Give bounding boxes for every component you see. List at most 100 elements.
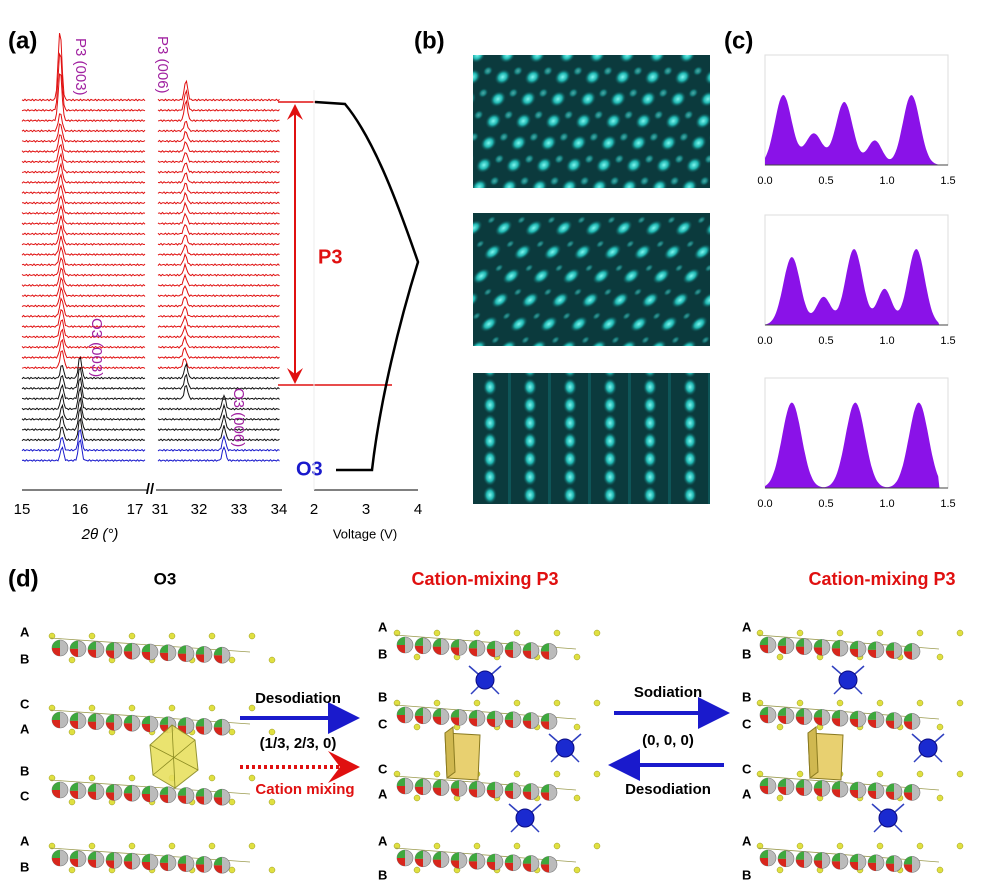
- oxygen: [937, 795, 943, 801]
- stacking-label: A: [378, 833, 388, 848]
- atom-part: [469, 781, 477, 789]
- atom-part: [904, 651, 912, 659]
- atom-part: [52, 712, 60, 720]
- trace: [158, 225, 280, 235]
- atom-part: [523, 856, 531, 864]
- stacking-label: B: [378, 867, 387, 882]
- atom-part: [451, 852, 459, 860]
- oxygen: [129, 633, 135, 639]
- trace: [158, 153, 280, 163]
- oxygen: [777, 867, 783, 873]
- atom-part: [796, 780, 804, 788]
- oxygen: [69, 867, 75, 873]
- atom-part: [886, 651, 894, 659]
- atom-part: [487, 719, 495, 727]
- atom-part: [142, 794, 150, 802]
- panel-label: (d): [8, 565, 39, 592]
- atom-part: [214, 727, 222, 735]
- atom-part: [70, 713, 78, 721]
- trace: [22, 225, 145, 245]
- atom-part: [523, 792, 531, 800]
- sodium: [556, 739, 574, 757]
- crystal-structures: ABCABCABABBCCAABABBCCAAB: [20, 619, 963, 882]
- atom-part: [397, 786, 405, 794]
- peak-label: P3 (003): [72, 38, 89, 96]
- atom-part: [433, 852, 441, 860]
- atom-part: [415, 646, 423, 654]
- atom-part: [760, 786, 768, 794]
- oxygen: [594, 771, 600, 777]
- oxygen: [937, 724, 943, 730]
- oxygen: [837, 630, 843, 636]
- atom-part: [178, 864, 186, 872]
- atom-part: [904, 643, 912, 651]
- trace: [158, 405, 280, 420]
- oxygen: [957, 843, 963, 849]
- atom-part: [214, 789, 222, 797]
- stacking-label: B: [742, 646, 751, 661]
- atom-part: [415, 787, 423, 795]
- trace: [158, 436, 280, 451]
- trace: [158, 396, 280, 410]
- atom-part: [52, 790, 60, 798]
- atom-part: [850, 649, 858, 657]
- atom-part: [469, 640, 477, 648]
- atom-part: [832, 853, 840, 861]
- atom-part: [52, 850, 60, 858]
- atom-part: [142, 644, 150, 652]
- oxygen: [797, 630, 803, 636]
- atom-part: [196, 864, 204, 872]
- stacking-label: B: [378, 689, 387, 704]
- trace: [22, 124, 145, 142]
- atom-part: [832, 861, 840, 869]
- atom-part: [397, 778, 405, 786]
- atom-part: [397, 707, 405, 715]
- stacking-label: C: [742, 716, 752, 731]
- atom-part: [778, 859, 786, 867]
- atom-part: [433, 860, 441, 868]
- stacking-label: A: [378, 619, 388, 634]
- atom-part: [814, 709, 822, 717]
- atom-part: [505, 783, 513, 791]
- trace: [22, 268, 145, 286]
- atom-part: [778, 646, 786, 654]
- phase-label: O3: [296, 458, 323, 480]
- oxygen: [777, 654, 783, 660]
- atom-part: [196, 654, 204, 662]
- peak-label: O3 (006): [230, 388, 247, 447]
- atom-part: [196, 646, 204, 654]
- atom-part: [469, 789, 477, 797]
- atom-part: [487, 649, 495, 657]
- trace: [22, 330, 145, 348]
- atom-part: [505, 642, 513, 650]
- atom-part: [796, 709, 804, 717]
- atom-part: [886, 792, 894, 800]
- atom-part: [760, 850, 768, 858]
- atom-part: [88, 722, 96, 730]
- atom-part: [541, 643, 549, 651]
- atom-part: [88, 860, 96, 868]
- atom-part: [433, 647, 441, 655]
- atom-part: [142, 854, 150, 862]
- x-tick-label: 3: [362, 501, 370, 518]
- oxygen: [877, 771, 883, 777]
- atom-part: [88, 642, 96, 650]
- atom-part: [178, 654, 186, 662]
- oxygen: [514, 843, 520, 849]
- oxygen: [777, 795, 783, 801]
- atom-part: [433, 709, 441, 717]
- stacking-label: A: [742, 833, 752, 848]
- atom-part: [124, 785, 132, 793]
- oxygen: [474, 700, 480, 706]
- atom-part: [886, 721, 894, 729]
- atom-part: [451, 780, 459, 788]
- oxygen: [777, 724, 783, 730]
- atom-part: [760, 645, 768, 653]
- trace: [158, 275, 280, 286]
- arrow-label: Sodiation: [634, 684, 702, 701]
- stacking-label: C: [378, 716, 388, 731]
- atom-part: [814, 647, 822, 655]
- atom-part: [868, 863, 876, 871]
- trace: [22, 154, 145, 173]
- atom-part: [469, 648, 477, 656]
